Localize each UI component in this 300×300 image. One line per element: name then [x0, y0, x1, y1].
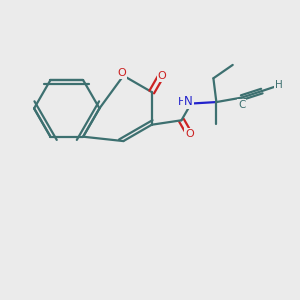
Text: H: H [177, 97, 186, 107]
Text: C: C [238, 100, 245, 110]
Text: O: O [185, 129, 194, 139]
Text: O: O [118, 68, 126, 78]
Text: H: H [275, 80, 283, 90]
Text: O: O [158, 71, 167, 81]
Text: N: N [184, 95, 193, 108]
